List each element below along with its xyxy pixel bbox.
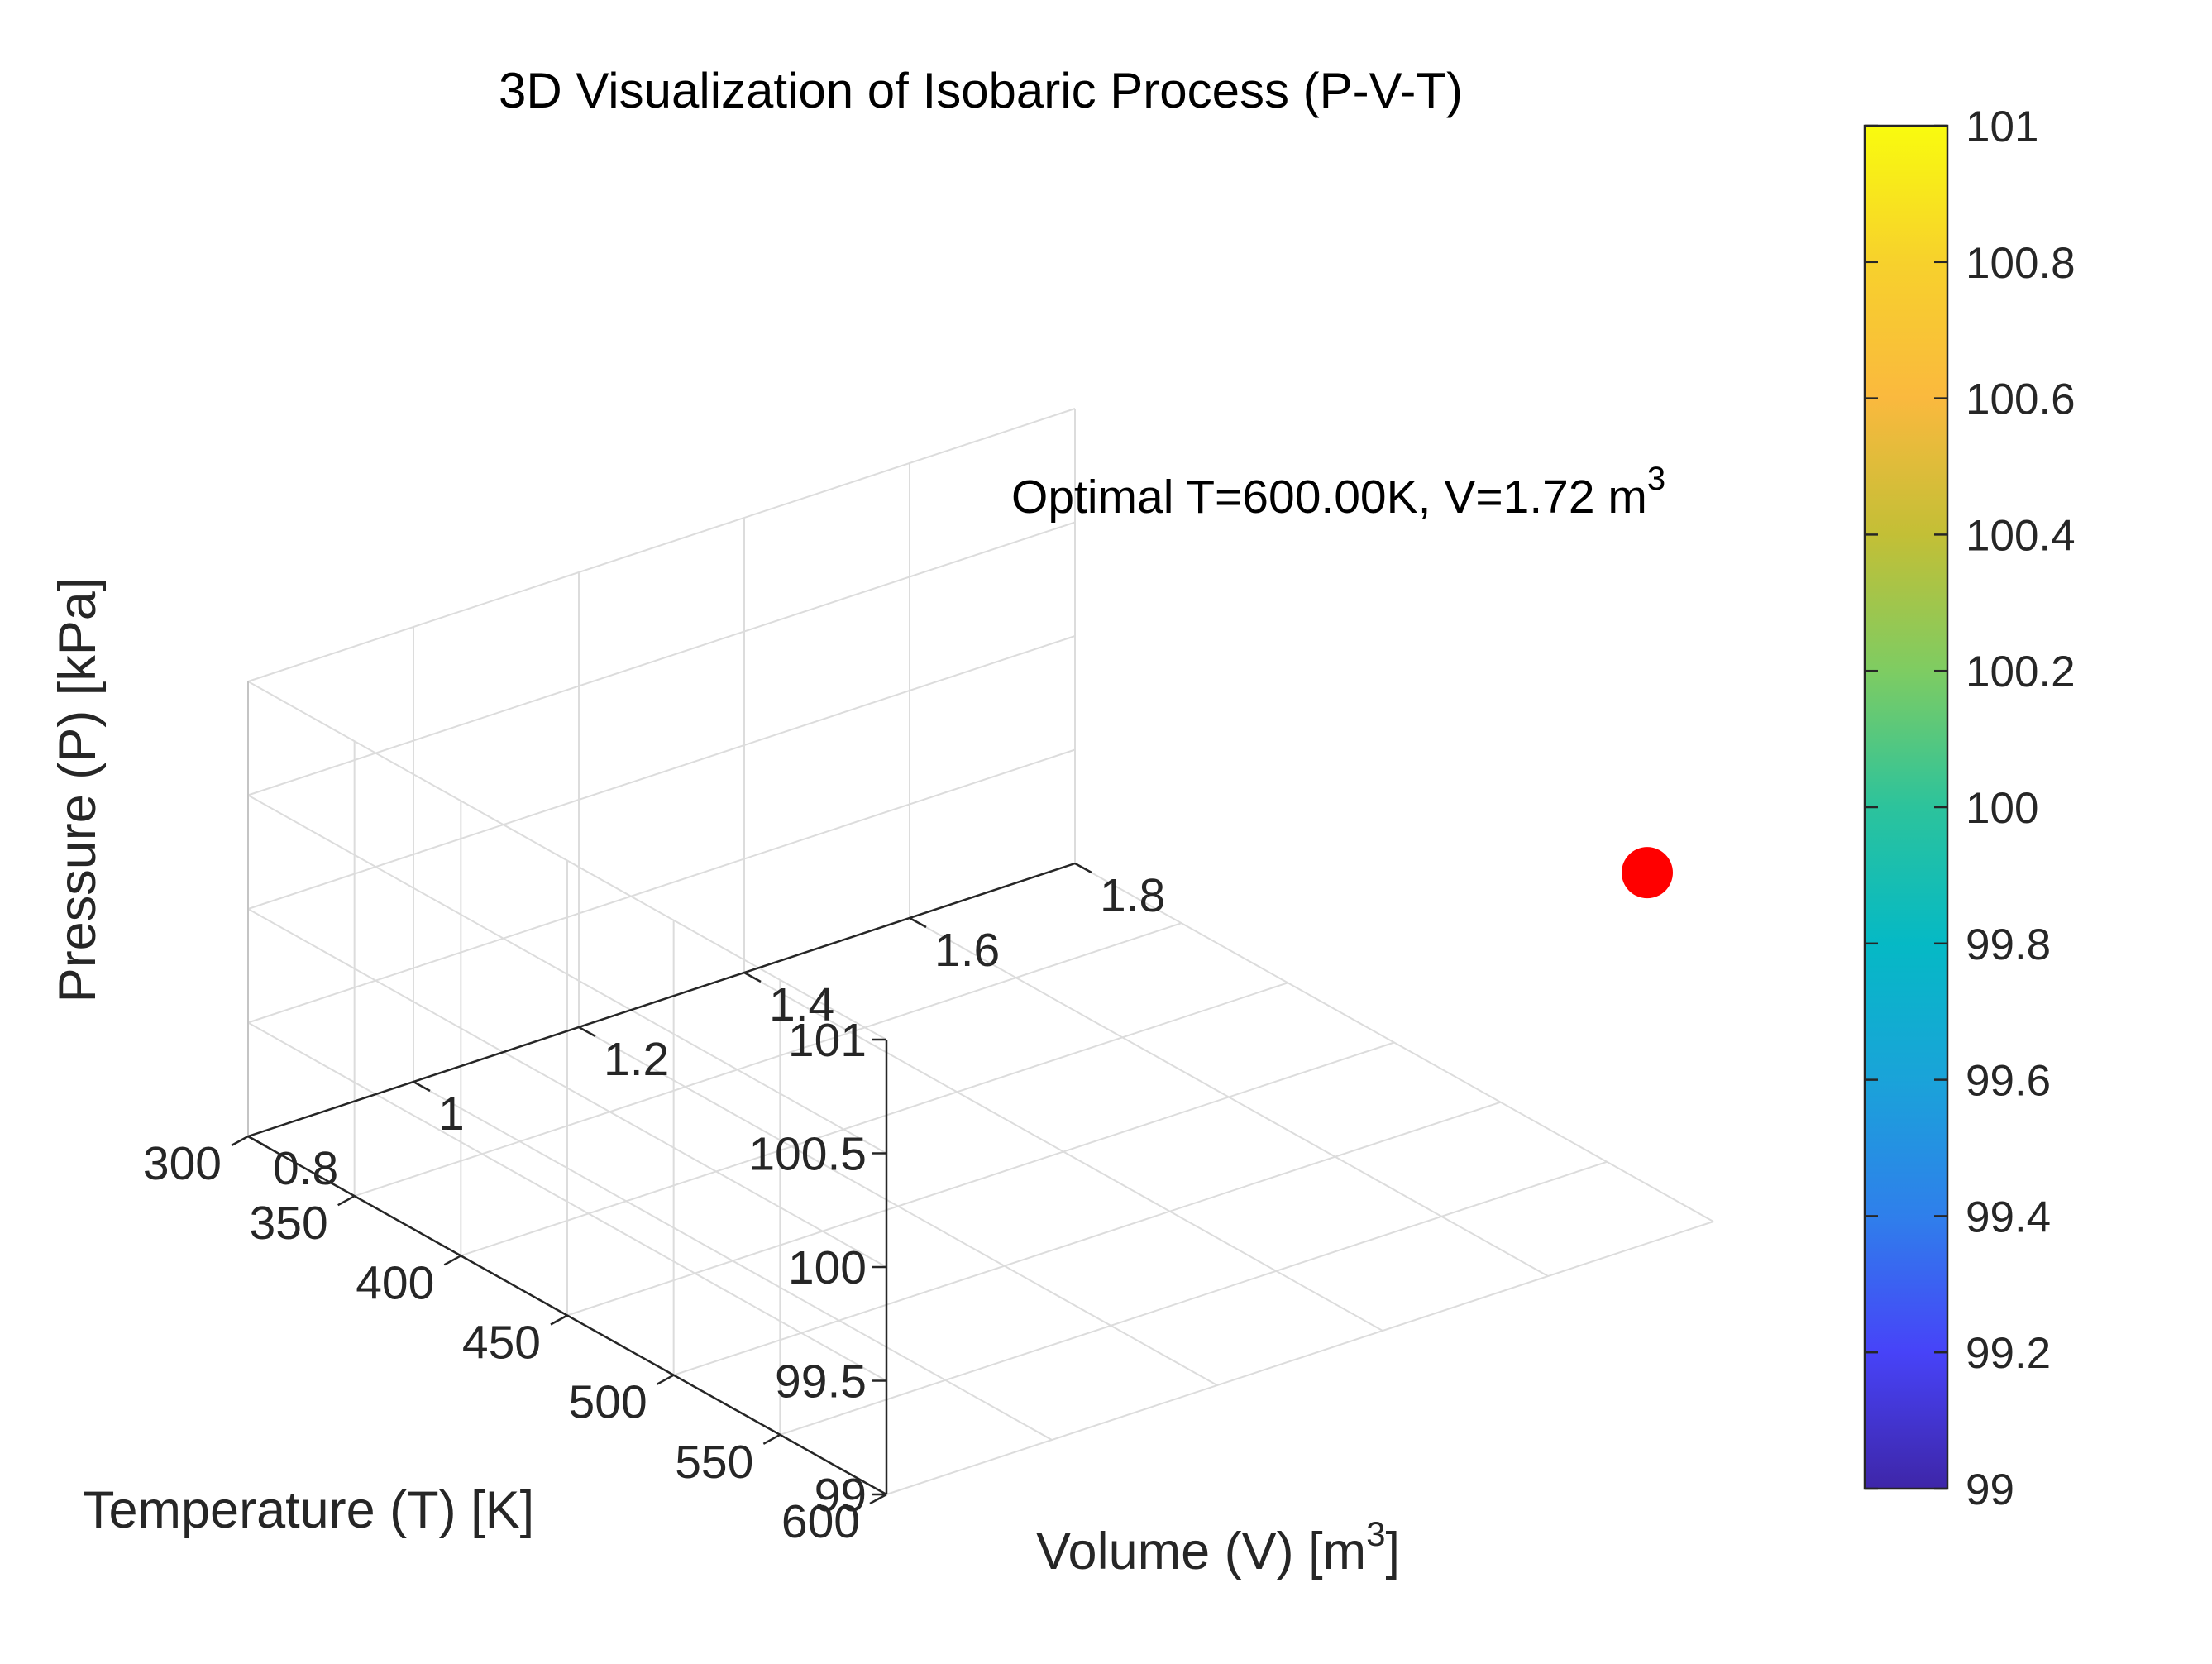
- y-tick-label: 1.4: [769, 978, 834, 1031]
- annotation-superscript: 3: [1647, 461, 1665, 497]
- wall-grid-line-p2: [247, 521, 1076, 796]
- colorbar-tick-label: 100: [1966, 784, 2038, 833]
- y-tick-label: 0.8: [273, 1142, 338, 1195]
- wall-grid-line-p: [247, 908, 887, 1268]
- floor-grid-line-v: [578, 1026, 1218, 1386]
- y-tick: [909, 916, 927, 929]
- colorbar-tick-label: 99.6: [1966, 1057, 2051, 1106]
- colorbar-tick-label: 99.4: [1966, 1193, 2051, 1241]
- y-tick: [1074, 862, 1092, 874]
- colorbar-tick-label: 100.6: [1966, 375, 2076, 424]
- floor-grid-line-t: [780, 1160, 1608, 1436]
- y-axis-line: [247, 862, 1076, 1138]
- z-tick-label: 100: [788, 1241, 867, 1294]
- y-axis-label-end: ]: [1385, 1523, 1400, 1580]
- y-tick: [578, 1026, 596, 1038]
- floor-grid-line-t: [673, 1101, 1501, 1376]
- y-tick: [247, 1135, 265, 1147]
- x-tick-label: 600: [781, 1495, 860, 1548]
- z-tick-label: 99: [815, 1469, 867, 1522]
- y-axis-label-superscript: 3: [1366, 1514, 1385, 1553]
- floor-grid-line-t: [354, 922, 1182, 1198]
- chart-title: 3D Visualization of Isobaric Process (P-…: [499, 63, 1463, 118]
- x-tick-label: 300: [143, 1137, 222, 1190]
- wall-grid-line-p: [247, 794, 887, 1155]
- x-tick: [657, 1374, 675, 1385]
- y-tick-label: 1: [438, 1088, 465, 1140]
- x-tick: [550, 1314, 568, 1326]
- y-tick: [413, 1080, 431, 1093]
- floor-grid-line-v: [743, 972, 1383, 1332]
- colorbar-tick-label: 99.8: [1966, 920, 2051, 969]
- floor-grid-line-t: [566, 1041, 1395, 1317]
- wall-grid-line-p: [247, 681, 887, 1040]
- x-tick-label: 450: [462, 1317, 541, 1370]
- y-tick-label: 1.2: [604, 1033, 669, 1086]
- data-points: [1622, 847, 1673, 899]
- optimal-point-marker: [1622, 847, 1673, 899]
- z-tick-label: 99.5: [775, 1356, 867, 1408]
- colorbar-tick-label: 100.2: [1966, 648, 2076, 696]
- floor-grid-line-v: [413, 1081, 1053, 1441]
- y-axis-label: Volume (V) [m3]: [1036, 1514, 1400, 1580]
- x-tick-label: 550: [675, 1436, 753, 1489]
- x-tick: [443, 1255, 461, 1266]
- z-tick-label: 100.5: [748, 1128, 867, 1181]
- wall-grid-line-p: [247, 1021, 887, 1382]
- colorbar-tick-label: 99.2: [1966, 1329, 2051, 1378]
- colorbar-tick-label: 99: [1966, 1466, 2014, 1514]
- wall-grid-line-p2: [247, 635, 1076, 910]
- floor-grid-line-v: [1074, 863, 1714, 1222]
- y-tick-label: 1.6: [934, 924, 1000, 977]
- x-tick-label: 400: [356, 1256, 434, 1309]
- axis-lines: [231, 862, 1092, 1505]
- colorbar-tick-label: 101: [1966, 103, 2038, 151]
- y-axis-label-main: Volume (V) [m: [1036, 1523, 1366, 1580]
- wall-grid-line-p2: [247, 748, 1076, 1024]
- colorbar-gradient: [1863, 124, 1949, 1490]
- x-tick: [231, 1135, 249, 1147]
- z-axis-label: Pressure (P) [kPa]: [49, 577, 107, 1003]
- floor-grid-line-t: [886, 1221, 1714, 1495]
- floor-grid-line-t: [461, 982, 1288, 1257]
- tick-labels: 99 99.5 100 100.5 101 300 350 400 450 500 550 600 0.…: [143, 869, 1165, 1548]
- x-tick: [337, 1195, 356, 1207]
- y-tick-label: 1.8: [1100, 869, 1165, 922]
- colorbar-tick-label: 100.8: [1966, 239, 2076, 288]
- y-tick: [743, 971, 762, 983]
- wall-grid-line-p2: [247, 408, 1076, 682]
- x-tick: [762, 1433, 781, 1445]
- optimal-point-annotation: Optimal T=600.00K, V=1.72 m3: [1011, 461, 1665, 524]
- x-tick-label: 500: [569, 1376, 647, 1429]
- x-axis-label: Temperature (T) [K]: [83, 1481, 534, 1539]
- z-tick-label: 101: [788, 1014, 867, 1067]
- floor-grid-line-v: [909, 917, 1549, 1277]
- colorbar: 99 99.2 99.4 99.6 99.8 100 100.2 100.4 100.6 100.…: [1863, 103, 2076, 1514]
- grid-lines: [247, 408, 1714, 1495]
- annotation-main: Optimal T=600.00K, V=1.72 m: [1011, 471, 1647, 524]
- colorbar-ticks: 99 99.2 99.4 99.6 99.8 100 100.2 100.4 100.6 100.…: [1865, 103, 2076, 1514]
- x-tick-label: 350: [250, 1197, 328, 1250]
- colorbar-tick-label: 100.4: [1966, 511, 2076, 560]
- x-tick: [869, 1493, 887, 1505]
